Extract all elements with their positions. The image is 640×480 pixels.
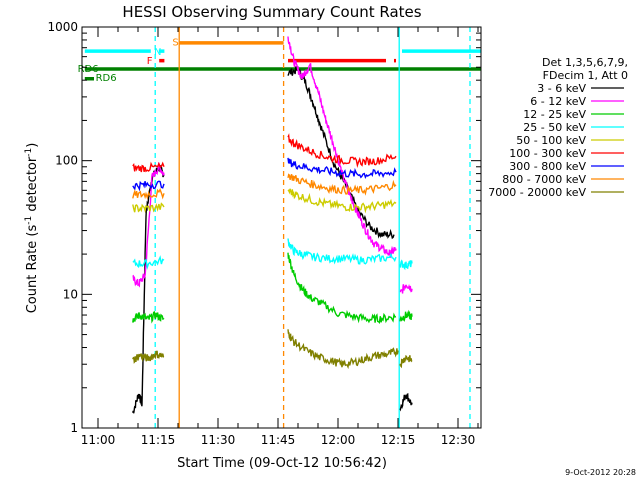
flag-label: F [147, 56, 153, 67]
legend-label: 25 - 50 keV [523, 121, 586, 134]
series-segment [132, 161, 165, 288]
series-25-50-kev [132, 238, 413, 271]
plot-frame [81, 26, 482, 429]
series-segment [132, 202, 165, 214]
series-segment [287, 157, 397, 179]
flag-label: S [172, 37, 178, 48]
flag-label: RD6 [78, 64, 99, 75]
series-segment [399, 355, 413, 369]
series-12-25-kev [132, 252, 413, 324]
x-tick-label: 11:30 [201, 433, 236, 447]
series-100-300-kev [132, 133, 397, 173]
y-tick-label: 10 [63, 287, 78, 301]
vertical-markers [154, 27, 471, 428]
series-segment [132, 255, 165, 270]
legend-label: 6 - 12 keV [530, 95, 586, 108]
series-segment [287, 252, 397, 324]
y-axis: 1 10 100 1000 [47, 20, 481, 435]
x-tick-label: 12:00 [321, 433, 356, 447]
y-tick-label: 1000 [47, 20, 78, 34]
legend: Det 1,3,5,6,7,9, FDecim 1, Att 0 3 - 6 k… [488, 56, 628, 199]
legend-label: 800 - 7000 keV [502, 173, 586, 186]
x-tick-label: 11:45 [261, 433, 296, 447]
chart-title: HESSI Observing Summary Count Rates [122, 3, 421, 21]
series-lines [132, 36, 413, 414]
series-segment [399, 309, 413, 323]
flag-label: N [154, 47, 161, 58]
series-segment [287, 133, 397, 169]
x-tick-label: 11:15 [141, 433, 176, 447]
legend-header-line-2: FDecim 1, Att 0 [543, 69, 628, 82]
x-axis-label: Start Time (09-Oct-12 10:56:42) [177, 456, 387, 471]
legend-label: 3 - 6 keV [537, 82, 586, 95]
x-axis: 11:00 11:15 11:30 11:45 12:00 12:15 12:30 [81, 27, 479, 447]
series-segment [287, 238, 397, 265]
legend-label: 7000 - 20000 keV [488, 186, 586, 199]
legend-label: 100 - 300 keV [509, 147, 586, 160]
legend-header-line-1: Det 1,3,5,6,7,9, [542, 56, 628, 69]
series-segment [132, 161, 165, 173]
legend-label: 300 - 800 keV [509, 160, 586, 173]
series-6-12-kev [132, 36, 413, 294]
legend-label: 50 - 100 keV [516, 134, 586, 147]
series-segment [399, 392, 413, 412]
y-axis-label: Count Rate (s-1 detector-1) [24, 143, 40, 314]
x-tick-label: 12:15 [381, 433, 416, 447]
y-tick-label: 100 [55, 154, 78, 168]
series-300-800-kev [132, 157, 397, 192]
x-tick-label: 12:30 [441, 433, 476, 447]
series-segment [287, 188, 397, 214]
series-segment [132, 180, 165, 192]
series-segment [399, 283, 413, 294]
series-segment [132, 350, 165, 364]
series-800-7000-kev [132, 173, 397, 200]
series-7000-20000-kev [132, 329, 413, 370]
timestamp: 9-Oct-2012 20:28 [565, 468, 636, 477]
x-tick-label: 11:00 [81, 433, 116, 447]
series-segment [399, 259, 413, 271]
y-tick-label: 1 [70, 421, 78, 435]
legend-label: 12 - 25 keV [523, 108, 586, 121]
series-segment [132, 187, 165, 200]
series-segment [132, 311, 165, 324]
series-50-100-kev [132, 188, 397, 214]
flag-label: RD6 [96, 73, 117, 84]
series-segment [287, 36, 397, 258]
series-segment [287, 329, 399, 370]
series-segment [287, 173, 397, 196]
